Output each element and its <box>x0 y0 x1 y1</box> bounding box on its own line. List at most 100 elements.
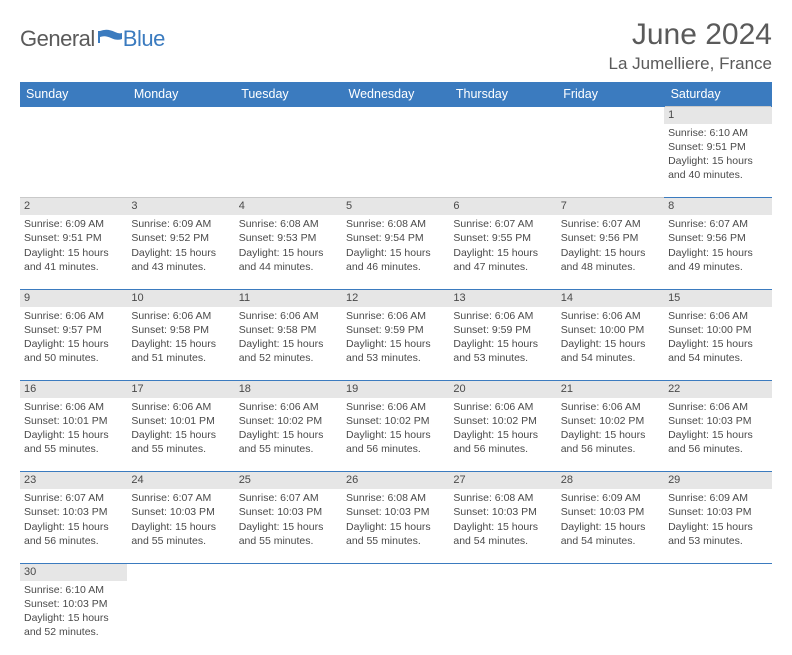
sunrise-line: Sunrise: 6:06 AM <box>131 309 230 323</box>
sunset-line: Sunset: 10:03 PM <box>131 505 230 519</box>
day-number: 11 <box>235 289 342 306</box>
daylight-line: Daylight: 15 hours and 51 minutes. <box>131 337 230 365</box>
sunrise-line: Sunrise: 6:06 AM <box>239 309 338 323</box>
day-number: 1 <box>664 107 771 124</box>
day-cell: Sunrise: 6:06 AMSunset: 10:03 PMDaylight… <box>664 398 771 472</box>
sunrise-line: Sunrise: 6:06 AM <box>561 309 660 323</box>
sunset-line: Sunset: 9:59 PM <box>346 323 445 337</box>
day-number: 16 <box>20 381 127 398</box>
day-number <box>342 107 449 124</box>
sunrise-line: Sunrise: 6:06 AM <box>668 400 767 414</box>
sunrise-line: Sunrise: 6:09 AM <box>24 217 123 231</box>
sunset-line: Sunset: 10:03 PM <box>668 414 767 428</box>
sunset-line: Sunset: 10:01 PM <box>24 414 123 428</box>
sunset-line: Sunset: 10:02 PM <box>346 414 445 428</box>
day-number: 22 <box>664 381 771 398</box>
day-number: 19 <box>342 381 449 398</box>
flag-icon <box>97 28 123 51</box>
daylight-line: Daylight: 15 hours and 56 minutes. <box>24 520 123 548</box>
day-number <box>127 563 234 580</box>
daylight-line: Daylight: 15 hours and 55 minutes. <box>131 428 230 456</box>
daylight-line: Daylight: 15 hours and 52 minutes. <box>239 337 338 365</box>
sunset-line: Sunset: 9:51 PM <box>24 231 123 245</box>
day-number: 5 <box>342 198 449 215</box>
day-header-row: SundayMondayTuesdayWednesdayThursdayFrid… <box>20 82 772 107</box>
sunrise-line: Sunrise: 6:06 AM <box>131 400 230 414</box>
day-cell: Sunrise: 6:06 AMSunset: 9:57 PMDaylight:… <box>20 307 127 381</box>
sunrise-line: Sunrise: 6:08 AM <box>346 217 445 231</box>
sunrise-line: Sunrise: 6:08 AM <box>239 217 338 231</box>
sunset-line: Sunset: 9:58 PM <box>239 323 338 337</box>
daynum-row: 9101112131415 <box>20 289 772 306</box>
day-header: Saturday <box>664 82 771 107</box>
logo-text-blue: Blue <box>123 26 165 52</box>
content-row: Sunrise: 6:10 AMSunset: 9:51 PMDaylight:… <box>20 124 772 198</box>
day-number: 13 <box>449 289 556 306</box>
daylight-line: Daylight: 15 hours and 43 minutes. <box>131 246 230 274</box>
day-cell: Sunrise: 6:09 AMSunset: 9:52 PMDaylight:… <box>127 215 234 289</box>
sunrise-line: Sunrise: 6:08 AM <box>346 491 445 505</box>
sunrise-line: Sunrise: 6:09 AM <box>131 217 230 231</box>
daylight-line: Daylight: 15 hours and 49 minutes. <box>668 246 767 274</box>
day-header: Friday <box>557 82 664 107</box>
sunset-line: Sunset: 9:51 PM <box>668 140 767 154</box>
day-number: 15 <box>664 289 771 306</box>
daylight-line: Daylight: 15 hours and 41 minutes. <box>24 246 123 274</box>
daylight-line: Daylight: 15 hours and 48 minutes. <box>561 246 660 274</box>
sunrise-line: Sunrise: 6:06 AM <box>561 400 660 414</box>
day-cell: Sunrise: 6:06 AMSunset: 10:02 PMDaylight… <box>342 398 449 472</box>
sunset-line: Sunset: 9:58 PM <box>131 323 230 337</box>
day-number <box>127 107 234 124</box>
sunrise-line: Sunrise: 6:10 AM <box>24 583 123 597</box>
day-number: 9 <box>20 289 127 306</box>
day-cell: Sunrise: 6:07 AMSunset: 9:56 PMDaylight:… <box>557 215 664 289</box>
day-number <box>449 563 556 580</box>
daylight-line: Daylight: 15 hours and 54 minutes. <box>561 520 660 548</box>
sunrise-line: Sunrise: 6:07 AM <box>239 491 338 505</box>
title-block: June 2024 La Jumelliere, France <box>609 18 772 74</box>
sunset-line: Sunset: 9:56 PM <box>668 231 767 245</box>
sunset-line: Sunset: 9:56 PM <box>561 231 660 245</box>
sunrise-line: Sunrise: 6:06 AM <box>24 400 123 414</box>
day-number: 17 <box>127 381 234 398</box>
day-header: Thursday <box>449 82 556 107</box>
sunrise-line: Sunrise: 6:06 AM <box>239 400 338 414</box>
day-number: 7 <box>557 198 664 215</box>
daylight-line: Daylight: 15 hours and 56 minutes. <box>561 428 660 456</box>
day-cell <box>127 124 234 198</box>
day-cell: Sunrise: 6:06 AMSunset: 10:02 PMDaylight… <box>557 398 664 472</box>
day-number <box>557 563 664 580</box>
sunset-line: Sunset: 10:03 PM <box>24 597 123 611</box>
daynum-row: 30 <box>20 563 772 580</box>
day-cell: Sunrise: 6:07 AMSunset: 9:55 PMDaylight:… <box>449 215 556 289</box>
day-cell <box>449 581 556 655</box>
daylight-line: Daylight: 15 hours and 54 minutes. <box>561 337 660 365</box>
daynum-row: 1 <box>20 107 772 124</box>
daylight-line: Daylight: 15 hours and 53 minutes. <box>453 337 552 365</box>
day-cell <box>342 581 449 655</box>
day-cell: Sunrise: 6:06 AMSunset: 10:01 PMDaylight… <box>20 398 127 472</box>
calendar-table: SundayMondayTuesdayWednesdayThursdayFrid… <box>20 82 772 655</box>
content-row: Sunrise: 6:09 AMSunset: 9:51 PMDaylight:… <box>20 215 772 289</box>
sunrise-line: Sunrise: 6:07 AM <box>24 491 123 505</box>
content-row: Sunrise: 6:06 AMSunset: 9:57 PMDaylight:… <box>20 307 772 381</box>
day-cell: Sunrise: 6:07 AMSunset: 9:56 PMDaylight:… <box>664 215 771 289</box>
day-number: 25 <box>235 472 342 489</box>
daylight-line: Daylight: 15 hours and 54 minutes. <box>668 337 767 365</box>
day-cell: Sunrise: 6:06 AMSunset: 10:02 PMDaylight… <box>235 398 342 472</box>
sunrise-line: Sunrise: 6:07 AM <box>453 217 552 231</box>
day-cell <box>20 124 127 198</box>
day-cell: Sunrise: 6:08 AMSunset: 10:03 PMDaylight… <box>449 489 556 563</box>
sunrise-line: Sunrise: 6:07 AM <box>668 217 767 231</box>
sunset-line: Sunset: 10:03 PM <box>346 505 445 519</box>
day-cell: Sunrise: 6:09 AMSunset: 10:03 PMDaylight… <box>664 489 771 563</box>
day-number: 6 <box>449 198 556 215</box>
day-cell: Sunrise: 6:06 AMSunset: 9:58 PMDaylight:… <box>127 307 234 381</box>
daylight-line: Daylight: 15 hours and 46 minutes. <box>346 246 445 274</box>
day-number: 18 <box>235 381 342 398</box>
day-cell: Sunrise: 6:07 AMSunset: 10:03 PMDaylight… <box>235 489 342 563</box>
day-header: Monday <box>127 82 234 107</box>
day-cell <box>557 124 664 198</box>
sunset-line: Sunset: 10:00 PM <box>561 323 660 337</box>
day-number: 21 <box>557 381 664 398</box>
